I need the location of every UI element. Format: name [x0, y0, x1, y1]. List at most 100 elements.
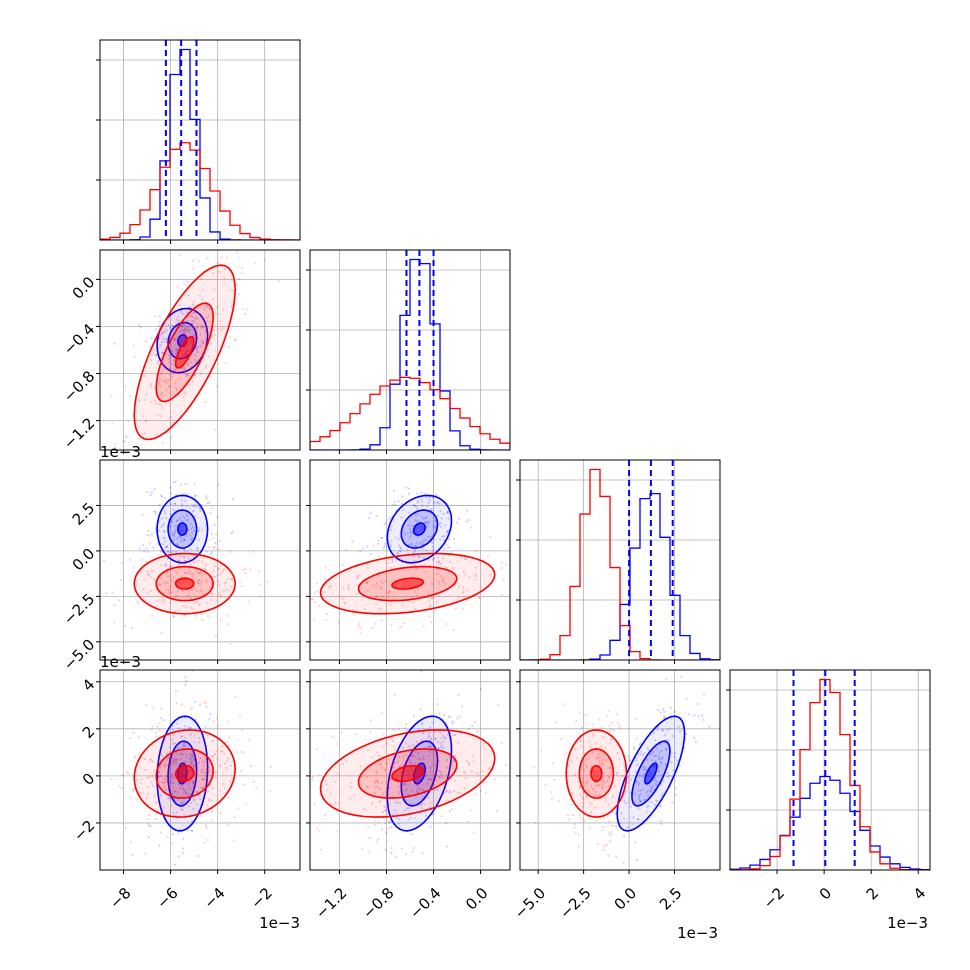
scatter-point — [137, 323, 141, 326]
scatter-point — [195, 590, 199, 593]
scatter-point — [196, 790, 199, 793]
scatter-point — [173, 863, 177, 866]
scatter-point — [181, 753, 185, 756]
scatter-point — [584, 794, 587, 798]
scatter-point — [504, 563, 508, 566]
scatter-point — [137, 736, 141, 739]
scatter-point — [203, 701, 206, 704]
scatter-point — [146, 777, 149, 780]
scatter-point — [182, 741, 186, 745]
scatter-point — [477, 772, 480, 775]
scatter-point — [433, 502, 436, 505]
scatter-point — [172, 811, 175, 814]
scatter-point — [188, 306, 191, 309]
scatter-point — [521, 744, 523, 746]
scatter-point — [177, 798, 180, 801]
scatter-point — [390, 540, 393, 543]
scatter-point — [466, 589, 469, 592]
scatter-point — [358, 622, 361, 625]
scatter-point — [375, 772, 379, 775]
scatter-point — [191, 510, 194, 513]
scatter-point — [193, 503, 197, 506]
scatter-point — [443, 791, 446, 794]
scatter-point — [181, 515, 184, 518]
scatter-point — [445, 566, 448, 569]
scatter-point — [143, 374, 146, 378]
scatter-point — [417, 742, 420, 745]
scatter-point — [353, 794, 356, 797]
scatter-point — [649, 789, 652, 792]
scatter-point — [615, 825, 618, 828]
scatter-point — [341, 598, 344, 601]
x-tick-label: −2.5 — [556, 884, 594, 922]
scatter-point — [187, 294, 190, 297]
scatter-point — [363, 607, 366, 610]
scatter-point — [456, 791, 459, 795]
scatter-point — [220, 595, 223, 598]
scatter-point — [388, 591, 391, 594]
scatter-point — [183, 517, 186, 520]
scatter-point — [380, 712, 384, 715]
scatter-point — [394, 729, 397, 732]
scatter-point — [224, 581, 228, 584]
scatter-point — [220, 642, 222, 644]
scatter-point — [639, 741, 642, 744]
scatter-point — [218, 584, 221, 587]
scatter-point — [381, 810, 385, 814]
scatter-point — [421, 500, 424, 503]
scatter-point — [167, 589, 170, 592]
scatter-point — [431, 785, 434, 789]
scatter-point — [192, 764, 195, 767]
scatter-point — [190, 537, 194, 540]
scatter-point — [172, 761, 176, 764]
scatter-point — [192, 608, 195, 611]
scatter-point — [436, 501, 439, 504]
scatter-point — [501, 594, 504, 597]
scatter-point — [146, 592, 149, 595]
scatter-point — [182, 395, 185, 399]
scatter-point — [153, 794, 156, 797]
scatter-point — [149, 758, 152, 761]
scatter-point — [176, 315, 180, 318]
scatter-point — [192, 311, 196, 314]
scatter-point — [133, 787, 136, 791]
scatter-point — [475, 772, 478, 775]
scatter-point — [417, 804, 421, 807]
scatter-point — [150, 491, 153, 494]
scatter-point — [449, 733, 452, 736]
scatter-point — [195, 505, 198, 508]
scatter-point — [234, 696, 237, 699]
scatter-point — [181, 787, 185, 790]
scatter-point — [184, 499, 187, 502]
scatter-point — [627, 781, 630, 784]
scatter-point — [639, 789, 642, 792]
scatter-point — [141, 791, 145, 794]
scatter-point — [165, 781, 168, 784]
scatter-point — [435, 778, 438, 782]
scatter-point — [162, 368, 165, 371]
scatter-point — [680, 675, 683, 678]
scatter-point — [215, 717, 218, 720]
scatter-point — [442, 512, 445, 516]
scatter-point — [406, 793, 410, 796]
scatter-point — [410, 543, 413, 546]
scatter-point — [187, 829, 190, 832]
scatter-point — [468, 576, 471, 579]
scatter-point — [168, 601, 172, 604]
scatter-point — [380, 619, 383, 622]
scatter-point — [223, 268, 226, 271]
scatter-point — [392, 766, 395, 769]
scatter-point — [140, 461, 142, 463]
scatter-point — [198, 294, 201, 297]
scatter-point — [433, 774, 436, 777]
scatter-point — [132, 344, 136, 347]
scatter-point — [201, 778, 204, 781]
scatter-point — [656, 800, 659, 803]
scatter-point — [142, 549, 146, 552]
scatter-point — [114, 442, 117, 446]
scatter-point — [694, 740, 698, 743]
scatter-point — [584, 714, 587, 717]
scatter-point — [176, 519, 179, 522]
scatter-point — [401, 746, 405, 749]
scatter-point — [169, 746, 172, 749]
